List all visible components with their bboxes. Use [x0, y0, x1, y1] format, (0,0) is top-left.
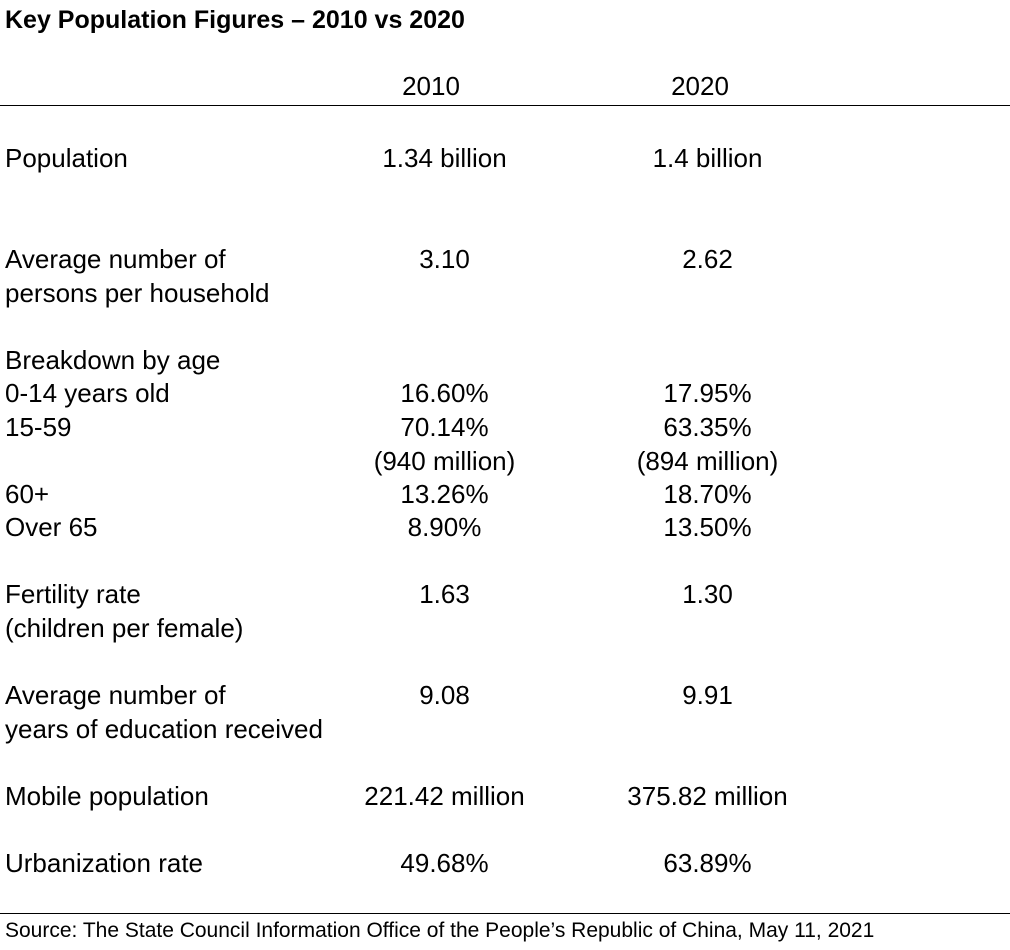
- fertility-rate-label: Fertility rate (children per female): [5, 578, 243, 645]
- mobile-population-value-2010-line: 221.42 million: [364, 781, 525, 811]
- age-0-14-value-2020-line: 17.95%: [663, 378, 752, 408]
- age-over-65-value-2010-line: 8.90%: [407, 512, 482, 542]
- column-header-2020: 2020: [671, 71, 729, 101]
- population-label: Population: [5, 142, 128, 176]
- age-over-65-label-line: Over 65: [5, 512, 98, 542]
- column-header-2010: 2010: [402, 71, 460, 101]
- age-15-59-label: 15-59: [5, 411, 72, 445]
- population-value-2010-line: 1.34 billion: [382, 143, 507, 173]
- age-15-59-label-line: 15-59: [5, 412, 72, 442]
- age-over-65-value-2020-line: 13.50%: [663, 512, 752, 542]
- household-size-label-line: Average number of: [5, 244, 226, 274]
- urbanization-rate-value-2010-line: 49.68%: [400, 848, 489, 878]
- education-years-value-2020: 9.91: [585, 679, 830, 713]
- fertility-rate-value-2020-line: 1.30: [682, 579, 733, 609]
- age-over-65-value-2010: 8.90%: [332, 511, 557, 545]
- mobile-population-value-2020-line: 375.82 million: [627, 781, 788, 811]
- population-label-line: Population: [5, 143, 128, 173]
- mobile-population-value-2010: 221.42 million: [332, 780, 557, 814]
- household-size-value-2010: 3.10: [332, 243, 557, 277]
- age-0-14-value-2010-line: 16.60%: [400, 378, 489, 408]
- population-value-2020-line: 1.4 billion: [652, 143, 763, 173]
- education-years-label-line: Average number of: [5, 680, 226, 710]
- age-0-14-value-2020: 17.95%: [585, 377, 830, 411]
- household-size-value-2020: 2.62: [585, 243, 830, 277]
- age-60-plus-value-2010: 13.26%: [332, 478, 557, 512]
- age-over-65-value-2020: 13.50%: [585, 511, 830, 545]
- fertility-rate-value-2010-line: 1.63: [419, 579, 470, 609]
- age-60-plus-value-2020-line: 18.70%: [663, 479, 752, 509]
- age-15-59-value-2020-line: (894 million): [636, 445, 779, 476]
- age-0-14-label-line: 0-14 years old: [5, 378, 170, 408]
- fertility-rate-value-2020: 1.30: [585, 578, 830, 612]
- population-value-2020: 1.4 billion: [585, 142, 830, 176]
- age-15-59-value-2010-line: (940 million): [373, 445, 516, 476]
- age-60-plus-label-line: 60+: [5, 479, 50, 509]
- urbanization-rate-value-2010: 49.68%: [332, 847, 557, 881]
- source-note: Source: The State Council Information Of…: [5, 919, 875, 942]
- fertility-rate-label-line: Fertility rate: [5, 579, 141, 609]
- chart-title: Key Population Figures – 2010 vs 2020: [5, 6, 465, 34]
- education-years-value-2010-line: 9.08: [419, 680, 470, 710]
- age-60-plus-value-2010-line: 13.26%: [400, 479, 489, 509]
- age-15-59-value-2010-line: 70.14%: [400, 412, 489, 442]
- age-15-59-value-2010: 70.14% (940 million): [332, 411, 557, 478]
- age-breakdown-label-line: Breakdown by age: [5, 345, 221, 375]
- urbanization-rate-label-line: Urbanization rate: [5, 848, 203, 878]
- urbanization-rate-value-2020-line: 63.89%: [663, 848, 752, 878]
- fertility-rate-label-line: (children per female): [5, 612, 244, 643]
- age-0-14-value-2010: 16.60%: [332, 377, 557, 411]
- age-0-14-label: 0-14 years old: [5, 377, 170, 411]
- population-value-2010: 1.34 billion: [332, 142, 557, 176]
- education-years-value-2020-line: 9.91: [682, 680, 733, 710]
- urbanization-rate-value-2020: 63.89%: [585, 847, 830, 881]
- household-size-label-line: persons per household: [5, 277, 270, 308]
- fertility-rate-value-2010: 1.63: [332, 578, 557, 612]
- footer-divider: [0, 913, 1010, 914]
- mobile-population-label: Mobile population: [5, 780, 209, 814]
- education-years-label-line: years of education received: [5, 713, 323, 744]
- age-15-59-value-2020: 63.35% (894 million): [585, 411, 830, 478]
- education-years-label: Average number of years of education rece…: [5, 679, 323, 746]
- age-15-59-value-2020-line: 63.35%: [663, 412, 752, 442]
- age-60-plus-label: 60+: [5, 478, 49, 512]
- education-years-value-2010: 9.08: [332, 679, 557, 713]
- age-over-65-label: Over 65: [5, 511, 98, 545]
- household-size-value-2020-line: 2.62: [682, 244, 733, 274]
- mobile-population-label-line: Mobile population: [5, 781, 209, 811]
- age-60-plus-value-2020: 18.70%: [585, 478, 830, 512]
- age-breakdown-label: Breakdown by age: [5, 344, 220, 378]
- mobile-population-value-2020: 375.82 million: [585, 780, 830, 814]
- household-size-value-2010-line: 3.10: [419, 244, 470, 274]
- household-size-label: Average number of persons per household: [5, 243, 270, 310]
- urbanization-rate-label: Urbanization rate: [5, 847, 203, 881]
- header-divider: [0, 105, 1010, 106]
